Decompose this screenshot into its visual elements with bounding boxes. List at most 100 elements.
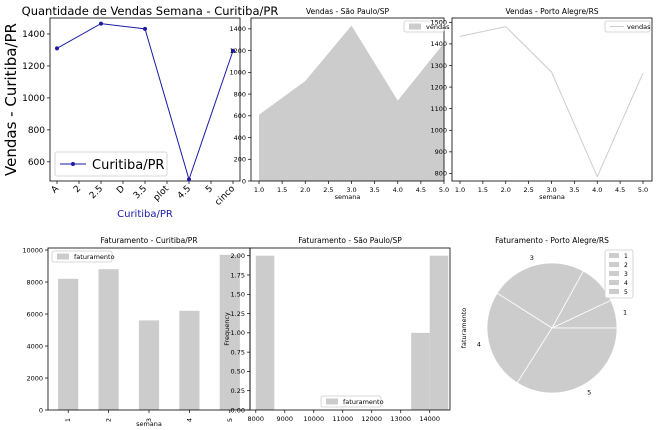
pie-slice — [486, 292, 553, 384]
y-tick-label: 200 — [234, 156, 246, 164]
y-tick-label: 1.50 — [231, 291, 245, 299]
bar-faturamento — [138, 320, 160, 410]
legend-swatch — [609, 289, 619, 294]
y-tick-label: 1300 — [430, 62, 447, 70]
data-point — [231, 48, 235, 53]
data-point — [187, 177, 191, 182]
x-tick-label: 3 — [145, 418, 153, 422]
y-tick-label: 0.75 — [231, 348, 245, 356]
x-tick-label: 2.5 — [523, 186, 533, 194]
y-tick-label: 800 — [28, 126, 45, 136]
x-tick-label: 5.0 — [638, 186, 648, 194]
x-tick-label: 2.0 — [300, 186, 310, 194]
x-tick-label: 13000 — [390, 415, 411, 423]
y-tick-label: 1500 — [430, 19, 447, 27]
pie-label: 4 — [477, 340, 481, 348]
y-tick-label: 1200 — [430, 83, 447, 91]
chart-vendas-sao-paulo: Vendas - São Paulo/SP 0 200 400 600 800 1000 12… — [229, 7, 450, 201]
legend-box — [54, 151, 168, 177]
pie-slice — [516, 327, 618, 394]
legend-label: 3 — [624, 271, 628, 278]
x-tick-label: 1.0 — [455, 186, 465, 194]
x-tick-label: 1.5 — [478, 186, 488, 194]
pie-label: 3 — [530, 254, 534, 262]
x-tick-label: 4 — [185, 418, 193, 422]
y-tick-label: 1.25 — [231, 310, 245, 318]
data-point — [55, 46, 59, 51]
x-axis-label: semana — [136, 420, 162, 428]
x-tick-label: 5.0 — [439, 186, 449, 194]
legend-label: vendas — [627, 23, 651, 31]
chart-faturamento-curitiba: Faturamento - Curitiba/PR 0 2000 4000 6000 80… — [22, 236, 251, 428]
y-tick-label: 1400 — [430, 40, 447, 48]
y-tick-label: 0 — [242, 177, 246, 185]
x-tick-label: 2 — [72, 184, 83, 195]
chart-faturamento-porto-alegre: Faturamento - Porto Alegre/RS faturamento… — [460, 236, 634, 396]
chart-quantidade-vendas-curitiba: Quantidade de Vendas Semana - Curitiba/P… — [2, 4, 278, 220]
x-tick-label: 9000 — [277, 415, 294, 423]
x-tick-label: 2.5 — [323, 186, 333, 194]
y-tick-label: 600 — [234, 112, 246, 120]
legend-swatch — [609, 262, 619, 267]
y-tick-label: 0.00 — [231, 406, 245, 414]
y-tick-label: 0 — [39, 406, 43, 414]
y-axis-label: Frequency — [223, 312, 231, 346]
y-tick-label: 1400 — [229, 25, 246, 33]
x-tick-label: 4.5 — [615, 186, 625, 194]
bar-faturamento — [98, 269, 119, 410]
y-tick-label: 0.50 — [231, 368, 245, 376]
x-tick-label: 14000 — [419, 415, 440, 423]
x-tick-label: 2 — [105, 418, 113, 422]
legend-label: faturamento — [74, 253, 115, 261]
x-tick-label: 3.5 — [369, 186, 379, 194]
series-area-vendas — [259, 25, 444, 182]
x-tick-label: 4.5 — [176, 184, 193, 201]
x-axis-label: semana — [335, 193, 361, 201]
legend-swatch — [409, 23, 421, 30]
x-tick-label: 8000 — [248, 415, 265, 423]
legend-swatch — [57, 253, 69, 260]
bar-faturamento — [58, 278, 79, 410]
y-tick-label: 600 — [28, 158, 45, 168]
legend-box — [604, 20, 651, 33]
x-tick-label: 4.5 — [416, 186, 426, 194]
x-tick-label: 5 — [204, 184, 215, 195]
legend-swatch — [609, 280, 619, 285]
legend-label: 4 — [624, 280, 628, 287]
chart-title: Vendas - Porto Alegre/RS — [505, 7, 598, 16]
legend-marker — [71, 162, 75, 166]
y-tick-label: 1200 — [229, 47, 246, 55]
legend-label: 5 — [624, 289, 628, 296]
chart-title: Faturamento - Curitiba/PR — [100, 236, 197, 245]
x-tick-label: 10000 — [303, 415, 324, 423]
x-tick-label: 3.5 — [569, 186, 579, 194]
bar-faturamento — [179, 310, 200, 410]
y-tick-label: 1000 — [22, 94, 45, 104]
chart-title: Faturamento - Porto Alegre/RS — [495, 236, 609, 245]
x-tick-label: plot — [152, 184, 172, 204]
data-point — [143, 26, 147, 31]
chart-vendas-porto-alegre: Vendas - Porto Alegre/RS 800 900 1000 1100 12… — [430, 7, 653, 201]
pie-label: 5 — [587, 388, 591, 396]
y-tick-label: 4000 — [26, 342, 43, 350]
y-tick-label: 2.00 — [231, 252, 245, 260]
y-tick-label: 1400 — [22, 30, 45, 40]
y-tick-label: 1100 — [430, 105, 447, 113]
y-tick-label: 6000 — [26, 310, 43, 318]
y-tick-label: 800 — [234, 90, 246, 98]
series-line-vendas — [459, 26, 644, 178]
chart-title: Quantidade de Vendas Semana - Curitiba/P… — [22, 4, 279, 18]
x-tick-label: D — [115, 184, 127, 196]
x-tick-label: 2.0 — [501, 186, 511, 194]
x-tick-label: A — [50, 183, 62, 195]
y-tick-label: 1.75 — [231, 271, 245, 279]
axes-frame — [249, 247, 451, 411]
x-tick-label: 2.5 — [88, 184, 105, 201]
x-tick-label: cinco — [213, 184, 237, 208]
x-tick-label: 5 — [226, 418, 234, 422]
legend-swatch — [326, 398, 338, 405]
x-tick-label: 1.0 — [254, 186, 264, 194]
histogram-bar — [411, 332, 430, 410]
data-point — [99, 21, 103, 26]
